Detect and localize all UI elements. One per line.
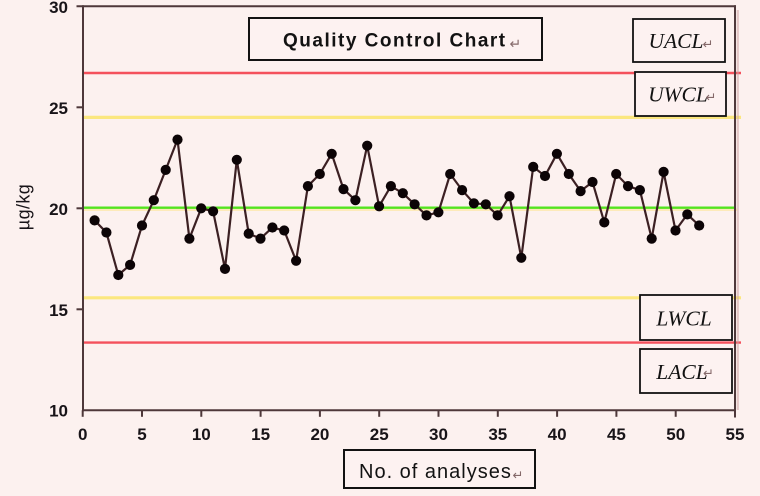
svg-text:UWCL: UWCL <box>648 83 708 107</box>
svg-text:20: 20 <box>310 425 329 444</box>
svg-text:5: 5 <box>137 425 146 444</box>
svg-text:↵: ↵ <box>703 36 714 51</box>
svg-text:40: 40 <box>548 425 567 444</box>
svg-text:UACL: UACL <box>649 29 704 53</box>
svg-text:0: 0 <box>78 425 87 444</box>
svg-text:↵: ↵ <box>510 36 522 52</box>
svg-text:LWCL: LWCL <box>655 307 711 331</box>
svg-text:15: 15 <box>251 425 270 444</box>
svg-text:LACL: LACL <box>655 360 707 384</box>
svg-text:30: 30 <box>429 425 448 444</box>
svg-text:15: 15 <box>49 301 68 320</box>
svg-text:No. of analyses: No. of analyses <box>359 461 512 483</box>
svg-text:↵: ↵ <box>703 366 714 381</box>
svg-text:↵: ↵ <box>706 90 717 105</box>
svg-text:45: 45 <box>607 425 626 444</box>
svg-text:55: 55 <box>726 425 745 444</box>
svg-text:↵: ↵ <box>513 468 524 483</box>
svg-text:20: 20 <box>49 200 68 219</box>
svg-text:25: 25 <box>49 99 68 118</box>
svg-text:25: 25 <box>370 425 389 444</box>
svg-text:Quality Control Chart: Quality Control Chart <box>283 31 507 52</box>
svg-text:10: 10 <box>49 402 68 421</box>
svg-text:10: 10 <box>192 425 211 444</box>
svg-text:35: 35 <box>488 425 507 444</box>
svg-text:30: 30 <box>49 0 68 17</box>
svg-text:µg/kg: µg/kg <box>13 184 33 230</box>
svg-text:50: 50 <box>666 425 685 444</box>
